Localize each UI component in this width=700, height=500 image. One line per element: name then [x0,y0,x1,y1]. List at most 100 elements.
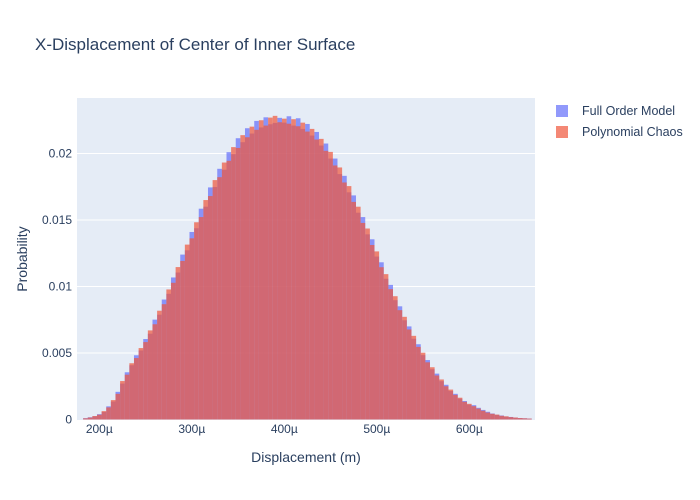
x-tick-label: 300µ [178,422,205,436]
histogram-bar-polynomial-chaos [203,200,208,420]
histogram-bar-polynomial-chaos [184,244,190,420]
histogram-bar-polynomial-chaos [388,289,393,420]
histogram-bar-polynomial-chaos [129,363,134,420]
histogram-bar-polynomial-chaos [92,416,97,420]
histogram-bar-polynomial-chaos [157,310,162,420]
histogram-bar-polynomial-chaos [314,139,319,420]
histogram-bar-polynomial-chaos [170,282,176,420]
legend-label-full-order-model: Full Order Model [582,103,676,118]
y-tick-label: 0.005 [42,346,72,360]
histogram-bar-polynomial-chaos [439,379,444,420]
histogram-bar-polynomial-chaos [485,412,491,420]
x-tick-label: 400µ [271,422,298,436]
histogram-bar-polynomial-chaos [226,160,232,420]
histogram-bar-polynomial-chaos [471,406,477,420]
legend-item-polynomial-chaos[interactable]: Polynomial Chaos [556,124,683,139]
histogram-bar-polynomial-chaos [466,403,472,420]
y-axis-title: Probability [14,226,30,292]
histogram-bar-polynomial-chaos [342,182,347,420]
histogram-bar-polynomial-chaos [110,400,116,420]
histogram-bar-polynomial-chaos [235,147,241,420]
histogram-bar-polynomial-chaos [434,375,440,420]
x-tick-label: 200µ [86,422,113,436]
histogram-bar-polynomial-chaos [517,418,523,420]
histogram-bar-polynomial-chaos [249,126,255,420]
histogram-bar-polynomial-chaos [272,115,278,420]
histogram-bar-polynomial-chaos [323,150,329,420]
histogram-bar-polynomial-chaos [207,196,213,420]
y-tick-label: 0 [65,413,72,427]
histogram-bar-polynomial-chaos [124,374,130,420]
histogram-bar-polynomial-chaos [346,186,352,420]
histogram-bar-polynomial-chaos [332,165,338,420]
histogram-bar-polynomial-chaos [189,238,195,420]
histogram-bar-polynomial-chaos [328,151,333,420]
x-axis-title: Displacement (m) [251,449,361,465]
histogram-bar-polynomial-chaos [180,260,185,420]
legend-swatch-polynomial-chaos-icon [556,125,568,138]
histogram-bar-polynomial-chaos [268,117,273,420]
histogram-bar-polynomial-chaos [406,329,412,420]
histogram-bar-polynomial-chaos [83,418,88,420]
histogram-bar-polynomial-chaos [513,417,518,420]
histogram-bar-polynomial-chaos [194,222,199,420]
histogram-bar-polynomial-chaos [240,135,245,420]
histogram-bar-polynomial-chaos [231,147,236,420]
histogram-bar-polynomial-chaos [244,137,250,420]
histogram-bar-polynomial-chaos [383,274,389,420]
histogram-bar-polynomial-chaos [369,245,375,420]
histogram-bar-polynomial-chaos [281,118,287,420]
histogram-bar-polynomial-chaos [337,167,343,420]
histogram-bar-polynomial-chaos [96,414,102,420]
histogram-bar-polynomial-chaos [457,397,463,420]
histogram-bar-polynomial-chaos [503,416,509,420]
histogram-bar-polynomial-chaos [480,410,486,420]
histogram-bar-polynomial-chaos [291,119,296,420]
histogram-bar-polynomial-chaos [133,358,139,420]
histogram-bar-polynomial-chaos [305,131,310,420]
histogram-bar-polynomial-chaos [175,267,181,420]
histogram-bar-polynomial-chaos [351,201,356,420]
histogram-bar-polynomial-chaos [115,393,121,420]
histogram-bar-polynomial-chaos [138,348,144,420]
histogram-bar-polynomial-chaos [221,162,227,420]
x-tick-label: 600µ [456,422,483,436]
histogram-bar-polynomial-chaos [309,128,315,420]
histogram-bar-polynomial-chaos [527,418,532,420]
histogram-bar-polynomial-chaos [379,267,384,420]
histogram-bar-polynomial-chaos [416,346,421,420]
legend-item-full-order-model[interactable]: Full Order Model [556,103,683,118]
histogram-bar-polynomial-chaos [448,389,454,420]
histogram-bar-polynomial-chaos [254,129,259,420]
histogram-bar-polynomial-chaos [212,180,218,420]
histogram-bar-polynomial-chaos [166,289,171,420]
histogram-bar-polynomial-chaos [300,122,306,420]
histogram-bar-polynomial-chaos [106,407,111,420]
histogram-bar-polynomial-chaos [355,206,361,420]
histogram-bar-polynomial-chaos [374,251,380,420]
histogram-bar-polynomial-chaos [462,401,467,420]
histogram-bar-polynomial-chaos [443,386,449,420]
histogram-bar-polynomial-chaos [101,411,107,420]
legend: Full Order Model Polynomial Chaos [556,103,683,145]
y-tick-label: 0.015 [42,213,72,227]
histogram-bar-polynomial-chaos [420,352,426,420]
histogram-bar-polynomial-chaos [499,415,504,420]
histogram-bar-polynomial-chaos [508,417,514,420]
histogram-bar-polynomial-chaos [143,342,148,420]
histogram-bar-polynomial-chaos [411,335,417,420]
histogram-bar-polynomial-chaos [490,413,495,420]
x-tick-label: 500µ [363,422,390,436]
histogram-bar-polynomial-chaos [87,417,93,420]
histogram-bar-polynomial-chaos [161,304,167,420]
y-tick-label: 0.02 [49,147,73,161]
chart-title: X-Displacement of Center of Inner Surfac… [35,35,356,54]
histogram-bar-polynomial-chaos [522,418,528,420]
histogram-bar-polynomial-chaos [217,177,222,420]
histogram-bar-polynomial-chaos [120,381,125,420]
histogram-bar-polynomial-chaos [360,222,366,420]
histogram-bar-polynomial-chaos [494,414,500,420]
histogram-bar-polynomial-chaos [318,138,324,420]
y-tick-label: 0.01 [49,280,73,294]
